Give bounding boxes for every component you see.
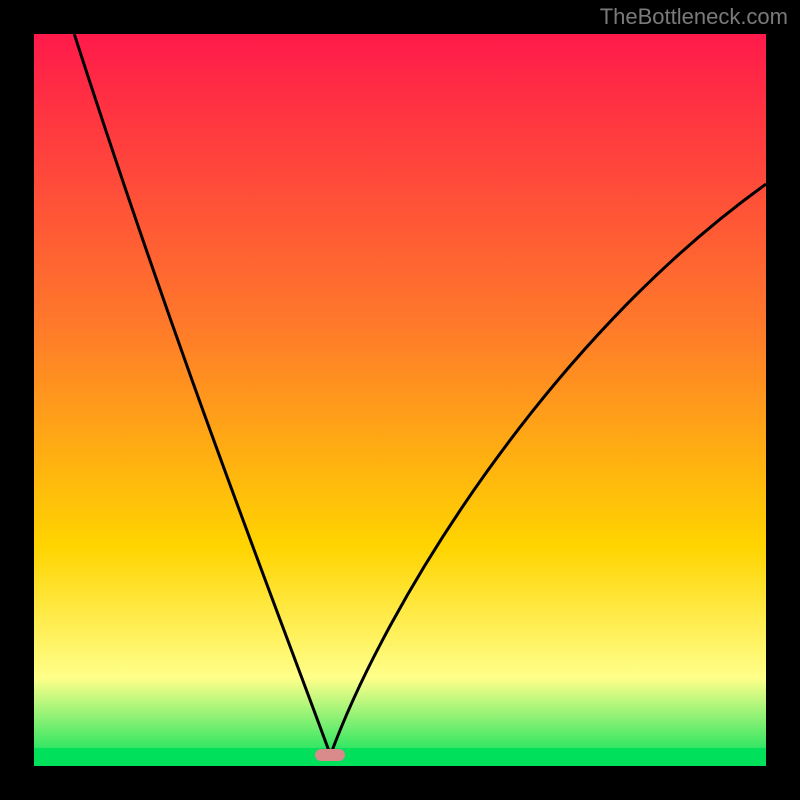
watermark-label: TheBottleneck.com <box>600 4 788 30</box>
chart-canvas: TheBottleneck.com <box>0 0 800 800</box>
bottleneck-curve-path <box>74 34 766 755</box>
bottleneck-curve <box>34 34 766 766</box>
plot-area <box>34 34 766 766</box>
optimal-point-marker <box>315 749 345 761</box>
